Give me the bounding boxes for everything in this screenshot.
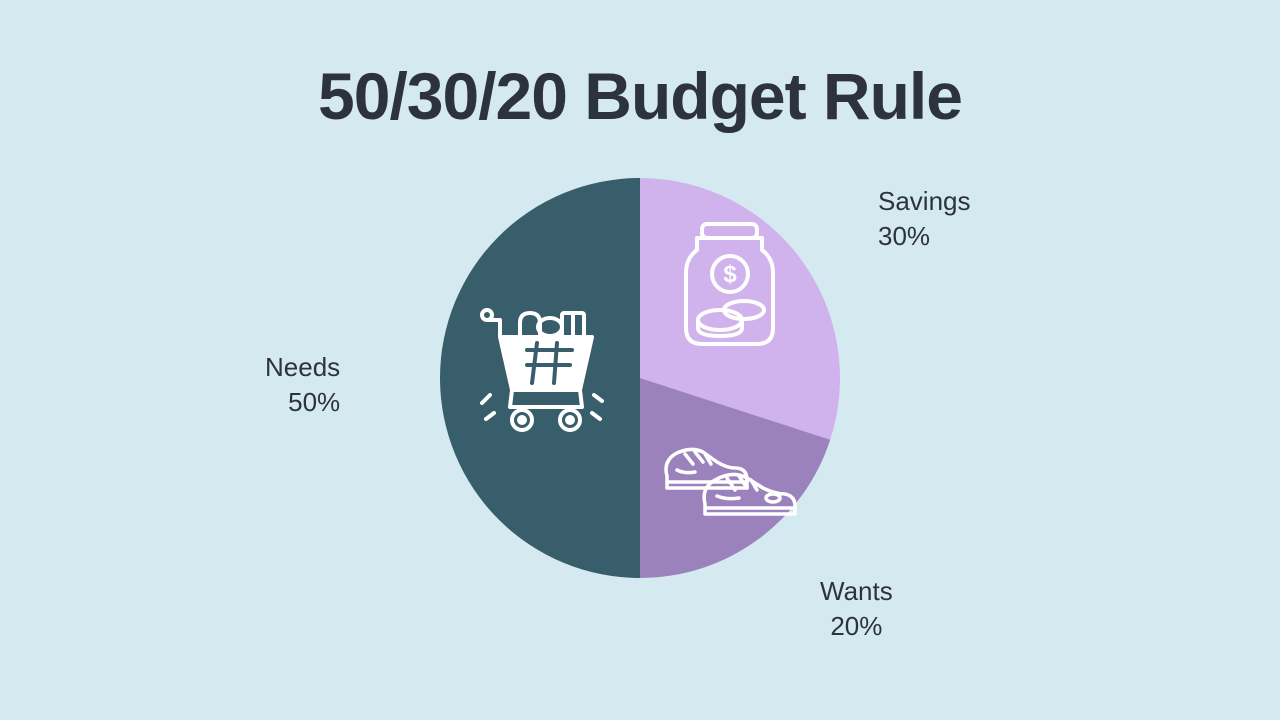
label-needs-pct: 50% <box>265 385 340 420</box>
label-wants: Wants 20% <box>820 574 893 644</box>
label-needs: Needs 50% <box>265 350 340 420</box>
label-savings-pct: 30% <box>878 219 971 254</box>
pie-chart-svg <box>440 178 840 578</box>
label-needs-text: Needs <box>265 350 340 385</box>
label-wants-text: Wants <box>820 574 893 609</box>
label-savings: Savings 30% <box>878 184 971 254</box>
label-wants-pct: 20% <box>820 609 893 644</box>
label-savings-text: Savings <box>878 184 971 219</box>
page-title: 50/30/20 Budget Rule <box>318 58 962 134</box>
pie-slice-needs <box>440 178 640 578</box>
pie-chart <box>440 178 840 578</box>
